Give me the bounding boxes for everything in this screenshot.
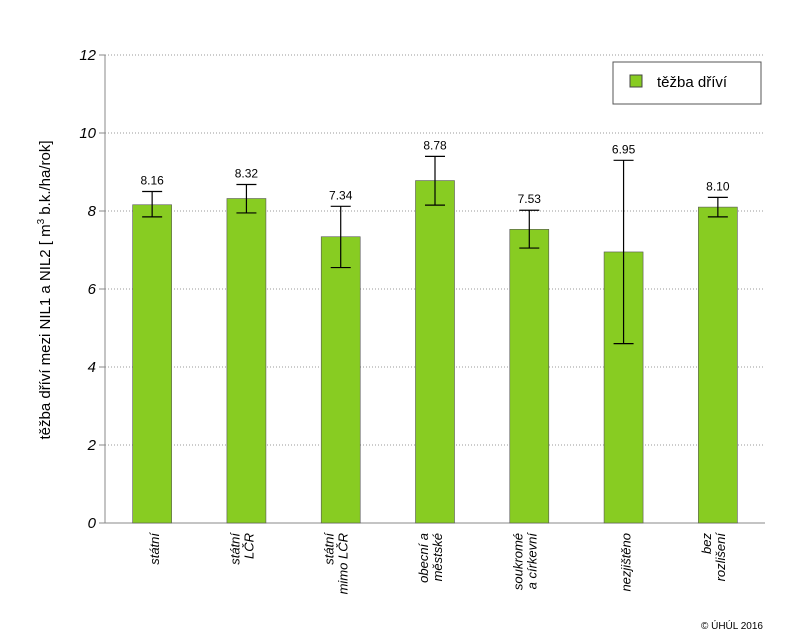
category-label: státnímimo LČR bbox=[322, 532, 351, 595]
category-label: soukroméa církevní bbox=[510, 532, 539, 590]
data-label: 8.10 bbox=[706, 179, 730, 193]
category-labels: státní státníLČR státnímimo LČR obecní aměs… bbox=[147, 532, 728, 595]
category-label: bezrozlišení bbox=[699, 532, 728, 582]
error-bar bbox=[330, 205, 351, 269]
bar bbox=[226, 198, 267, 524]
category-label-line: státní bbox=[322, 532, 337, 565]
error-bar bbox=[613, 159, 634, 345]
category-label-line: rozlišení bbox=[713, 532, 728, 582]
y-tick-label: 6 bbox=[88, 281, 97, 298]
y-tick-label: 0 bbox=[88, 515, 97, 532]
bar bbox=[415, 180, 455, 524]
y-tick-label: 2 bbox=[87, 437, 97, 454]
data-label: 8.78 bbox=[423, 138, 447, 152]
category-label: nezjištěno bbox=[619, 533, 634, 592]
error-bar bbox=[519, 209, 540, 249]
legend-swatch bbox=[629, 74, 643, 88]
legend: těžba dříví bbox=[612, 61, 762, 105]
category-label-line: státní bbox=[147, 532, 162, 565]
bar bbox=[320, 236, 361, 524]
y-axis-label: těžba dříví mezi NIL1 a NIL2 [ m3 b.k./h… bbox=[36, 140, 54, 439]
y-tick-label: 10 bbox=[79, 125, 96, 142]
category-label: státníLČR bbox=[227, 532, 256, 565]
category-label-line: mimo LČR bbox=[336, 533, 351, 594]
y-tick-label: 8 bbox=[88, 203, 97, 220]
bars bbox=[132, 180, 738, 524]
category-label-line: a církevní bbox=[524, 532, 539, 590]
bar bbox=[509, 229, 550, 524]
category-label-line: obecní a bbox=[416, 533, 431, 583]
category-label-line: státní bbox=[227, 532, 242, 565]
y-tick-label: 4 bbox=[88, 359, 96, 376]
data-label: 8.16 bbox=[140, 174, 164, 188]
error-bar bbox=[236, 183, 257, 214]
category-label-line: městské bbox=[430, 533, 445, 581]
data-label: 6.95 bbox=[612, 142, 636, 156]
copyright: © ÚHÚL 2016 bbox=[701, 619, 763, 632]
error-bar bbox=[425, 155, 445, 206]
error-bar bbox=[142, 190, 163, 218]
error-bar bbox=[707, 196, 728, 218]
category-label-line: bez bbox=[699, 533, 714, 554]
category-label-line: soukromé bbox=[510, 533, 525, 590]
data-label: 7.53 bbox=[518, 192, 542, 206]
y-tick-labels: 0 2 4 6 8 10 12 bbox=[79, 47, 96, 532]
bar bbox=[698, 206, 738, 524]
error-bars bbox=[142, 155, 728, 345]
bar bbox=[132, 204, 172, 524]
category-label: obecní aměstské bbox=[416, 533, 445, 583]
data-label: 7.34 bbox=[329, 188, 353, 202]
category-label-line: LČR bbox=[241, 533, 256, 559]
category-label: státní bbox=[147, 532, 162, 565]
category-label-line: nezjištěno bbox=[619, 533, 634, 592]
data-label: 8.32 bbox=[235, 166, 259, 180]
legend-label: těžba dříví bbox=[657, 74, 728, 91]
data-labels: 8.16 8.32 7.34 8.78 7.53 6.95 8.10 bbox=[140, 138, 729, 206]
y-tick-label: 12 bbox=[79, 47, 96, 64]
